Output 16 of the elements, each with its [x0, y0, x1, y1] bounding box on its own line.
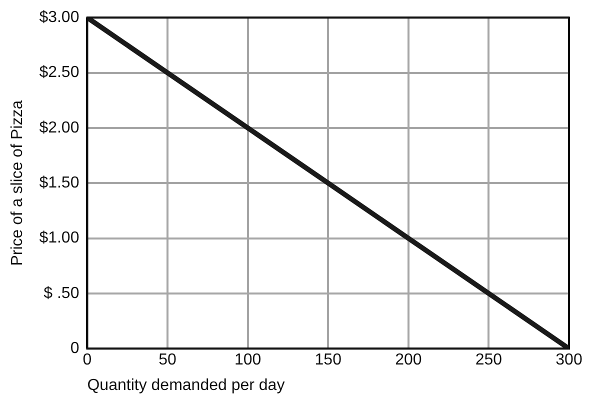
y-axis-title: Price of a slice of Pizza — [9, 100, 26, 266]
y-tick-label: $2.50 — [39, 64, 80, 82]
x-tick-label: 50 — [158, 352, 177, 369]
y-tick-label: $1.50 — [39, 174, 80, 192]
x-tick-label: 150 — [314, 352, 342, 369]
y-tick-label: $3.00 — [39, 9, 80, 26]
x-tick-label: 300 — [556, 352, 582, 369]
x-tick-label: 100 — [234, 352, 262, 369]
x-tick-label: 0 — [82, 352, 92, 369]
y-tick-label: 0 — [70, 340, 80, 358]
x-axis-title: Quantity demanded per day — [87, 376, 285, 394]
y-tick-label: $2.00 — [39, 119, 80, 136]
y-tick-label: $ .50 — [44, 284, 80, 302]
x-tick-label: 250 — [475, 352, 502, 369]
y-tick-label: $1.00 — [39, 230, 80, 247]
x-tick-label: 200 — [395, 352, 422, 369]
